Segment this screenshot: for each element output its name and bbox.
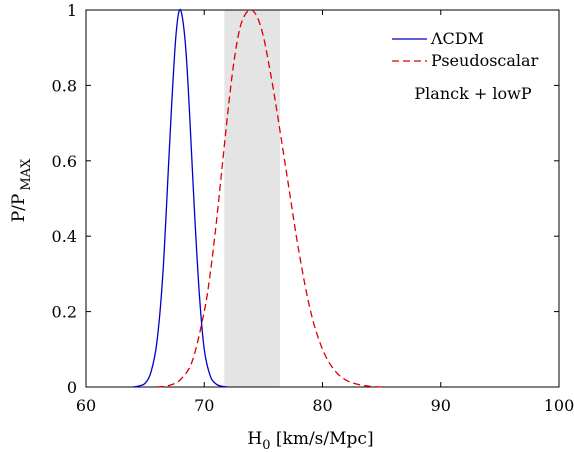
legend-annotation: Planck + lowP xyxy=(414,84,531,103)
x-axis-label: H0 [km/s/Mpc] xyxy=(247,429,373,453)
y-tick-label: 0.4 xyxy=(52,227,77,246)
series-line-pseudoscalar xyxy=(156,9,382,388)
y-axis-label-subscript: MAX xyxy=(19,158,34,191)
x-axis-label-main: H xyxy=(247,429,262,449)
series-layer xyxy=(133,8,382,388)
x-tick-label: 60 xyxy=(76,396,96,415)
y-axis-label-group: P/P MAX xyxy=(9,158,34,222)
y-tick-label: 0.2 xyxy=(52,303,77,322)
x-axis-label-units: [km/s/Mpc] xyxy=(271,429,374,449)
x-tick-label: 100 xyxy=(544,396,574,415)
legend-label-pseudoscalar: Pseudoscalar xyxy=(431,51,539,70)
y-axis-label: P/P MAX xyxy=(9,158,34,222)
legend-label-lcdm: ΛCDM xyxy=(430,29,484,48)
y-axis-label-main: P/P xyxy=(9,194,29,223)
x-tick-label: 70 xyxy=(194,396,214,415)
y-tick-label: 1 xyxy=(67,1,77,20)
x-tick-label: 90 xyxy=(431,396,451,415)
tick-layer: 60 70 80 90 100 0 0.2 0.4 0.6 0.8 1 xyxy=(52,1,574,415)
series-line-lcdm xyxy=(133,8,228,388)
legend: ΛCDM Pseudoscalar Planck + lowP xyxy=(392,29,539,103)
x-tick-label: 80 xyxy=(312,396,332,415)
y-tick-label: 0.6 xyxy=(52,152,77,171)
y-tick-label: 0.8 xyxy=(52,76,77,95)
y-tick-label: 0 xyxy=(67,378,77,397)
x-axis-label-subscript: 0 xyxy=(262,438,270,453)
